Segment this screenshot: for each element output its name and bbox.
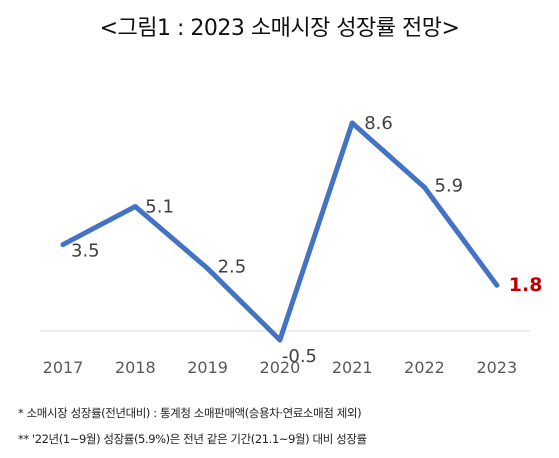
footnotes: * 소매시장 성장률(전년대비) : 통계청 소매판매액(승용차·연료소매점 제… (18, 400, 553, 452)
x-tick-2022: 2022 (404, 358, 445, 377)
data-label-2019: 2.5 (218, 256, 247, 277)
data-label-2023: 1.8 (509, 274, 543, 296)
x-tick-2019: 2019 (187, 358, 228, 377)
data-label-2018: 5.1 (145, 196, 174, 217)
data-label-2021: 8.6 (364, 113, 393, 134)
data-point-2018 (132, 203, 138, 209)
data-label-2017: 3.5 (71, 241, 100, 262)
data-label-2020: -0.5 (282, 346, 317, 367)
x-tick-2023: 2023 (476, 358, 517, 377)
data-point-2023 (494, 282, 500, 288)
data-point-2019 (205, 265, 211, 271)
x-tick-2018: 2018 (115, 358, 156, 377)
data-label-2022: 5.9 (435, 175, 464, 196)
data-point-2022 (422, 184, 427, 190)
chart-title: <그림1 : 2023 소매시장 성장률 전망> (99, 16, 460, 41)
x-tick-2021: 2021 (332, 358, 373, 377)
footnote-2: ** '22년(1~9월) 성장률(5.9%)은 전년 같은 기간(21.1~9… (18, 432, 367, 446)
data-point-2017 (60, 242, 66, 248)
line-chart: 3.5 5.1 2.5 -0.5 8.6 5.9 1.8 2017 2018 2019 2020 20… (40, 113, 543, 377)
data-point-2020 (277, 337, 283, 343)
x-tick-2017: 2017 (43, 358, 84, 377)
footnote-1: * 소매시장 성장률(전년대비) : 통계청 소매판매액(승용차·연료소매점 제… (18, 406, 362, 420)
x-tick-2020: 2020 (260, 358, 301, 377)
data-point-2021 (349, 120, 355, 126)
series-line (60, 120, 500, 343)
